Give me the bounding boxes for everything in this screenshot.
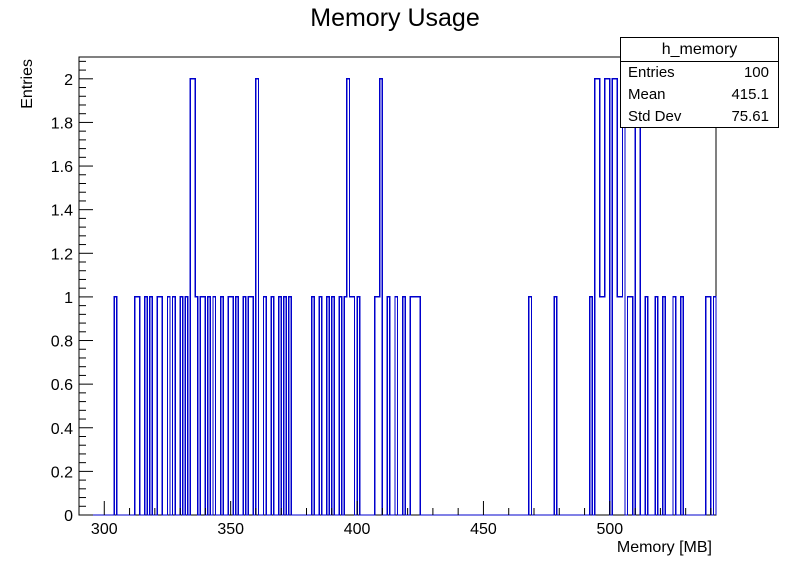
histogram-bin bbox=[617, 297, 620, 515]
stats-label: Entries bbox=[628, 64, 675, 81]
y-tick-label: 1 bbox=[64, 290, 73, 307]
y-tick-label: 2 bbox=[64, 72, 73, 89]
x-tick-label: 400 bbox=[344, 521, 371, 538]
y-tick-label: 1.4 bbox=[51, 203, 73, 220]
stats-box: h_memory Entries 100 Mean 415.1 Std Dev … bbox=[620, 37, 779, 128]
histogram-bin bbox=[415, 297, 418, 515]
stats-box-title: h_memory bbox=[621, 38, 778, 62]
x-tick-label: 450 bbox=[470, 521, 497, 538]
stats-row-stddev: Std Dev 75.61 bbox=[621, 106, 778, 128]
chart-title: Memory Usage bbox=[310, 4, 480, 32]
histogram-bin bbox=[602, 297, 605, 515]
histogram-bin bbox=[620, 297, 623, 515]
histogram-bin bbox=[349, 297, 352, 515]
stats-value: 100 bbox=[743, 64, 769, 81]
y-tick-label: 1.6 bbox=[51, 159, 73, 176]
y-tick-label: 0 bbox=[64, 508, 73, 525]
x-tick-label: 300 bbox=[91, 521, 118, 538]
histogram-series-line bbox=[79, 78, 717, 516]
y-tick-label: 0.2 bbox=[51, 464, 73, 481]
y-tick-label: 0.6 bbox=[51, 377, 73, 394]
histogram-bin bbox=[600, 297, 603, 515]
y-axis-title: Entries bbox=[19, 59, 36, 109]
stats-label: Mean bbox=[628, 86, 666, 103]
x-axis-title: Memory [MB] bbox=[617, 539, 712, 556]
x-tick-label: 500 bbox=[596, 521, 623, 538]
stats-label: Std Dev bbox=[628, 108, 682, 125]
stats-row-entries: Entries 100 bbox=[621, 62, 778, 84]
histogram-bin bbox=[377, 297, 380, 515]
stats-value: 75.61 bbox=[731, 108, 769, 125]
histogram-bin bbox=[413, 297, 416, 515]
stats-row-mean: Mean 415.1 bbox=[621, 84, 778, 106]
y-tick-label: 1.8 bbox=[51, 115, 73, 132]
y-tick-label: 0.8 bbox=[51, 334, 73, 351]
y-tick-label: 0.4 bbox=[51, 421, 73, 438]
stats-value: 415.1 bbox=[731, 86, 769, 103]
x-tick-label: 350 bbox=[217, 521, 244, 538]
y-tick-label: 1.2 bbox=[51, 246, 73, 263]
